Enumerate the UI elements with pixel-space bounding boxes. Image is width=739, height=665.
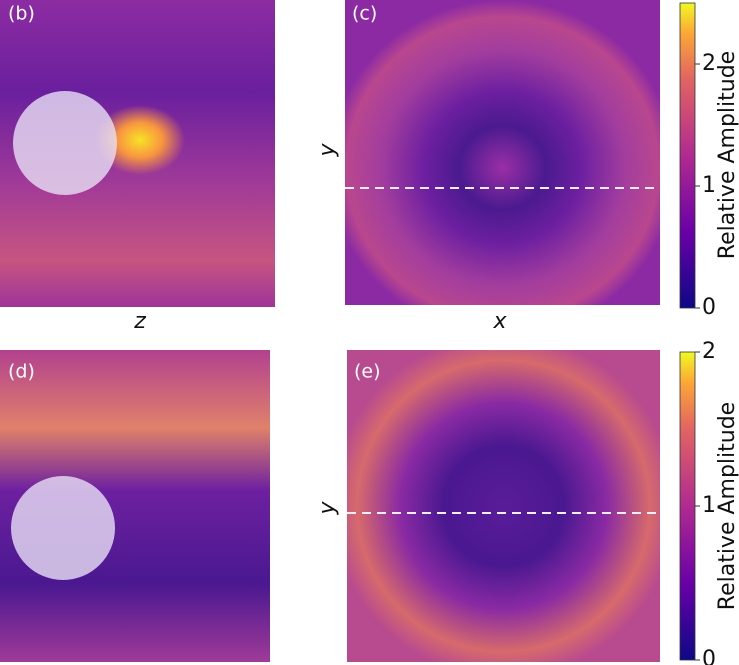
colorbar-label: Relative Amplitude: [715, 402, 739, 610]
panel-label: (d): [8, 361, 35, 383]
obstacle: [11, 476, 115, 580]
colorbar-tick-label: 2: [702, 51, 716, 76]
colorbar-tick-label: 1: [702, 173, 716, 198]
colorbar: [679, 2, 696, 309]
hotspot: [95, 105, 185, 175]
colorbar-tick-label: 0: [702, 295, 716, 320]
x-label: x: [492, 309, 507, 334]
panel-label: (b): [8, 3, 35, 25]
panel-label: (e): [354, 361, 381, 383]
heatmap-e: [347, 350, 660, 662]
colorbar-tick-label: 0: [702, 647, 716, 665]
obstacle: [13, 91, 117, 195]
x-label: z: [133, 309, 146, 334]
heatmap-c: [345, 0, 660, 305]
y-label: y: [315, 501, 340, 516]
colorbar-tick-label: 2: [702, 339, 716, 364]
y-label: y: [315, 143, 340, 158]
colorbar: [679, 351, 696, 661]
colorbar-tick-label: 1: [702, 493, 716, 518]
panel-label: (c): [352, 3, 377, 25]
colorbar-label: Relative Amplitude: [715, 51, 739, 259]
